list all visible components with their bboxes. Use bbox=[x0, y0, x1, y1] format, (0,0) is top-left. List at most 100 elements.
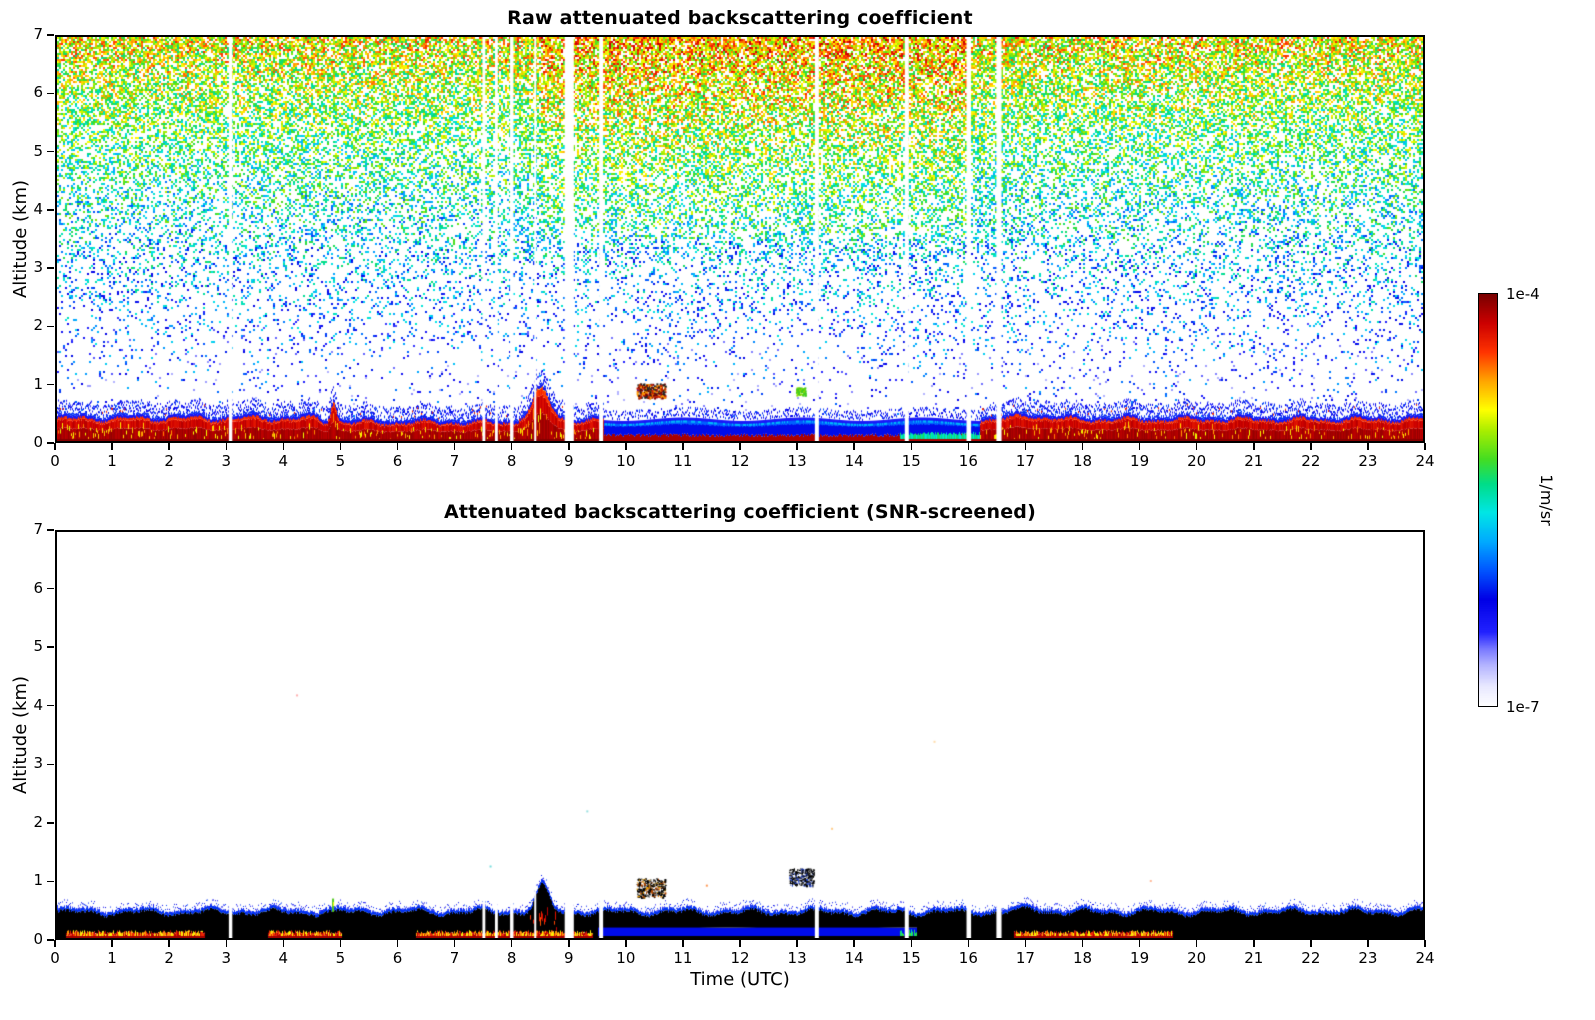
x-tick-mark bbox=[853, 940, 855, 947]
x-tick-label: 12 bbox=[730, 452, 750, 470]
y-tick-mark bbox=[47, 442, 54, 444]
x-tick-label: 6 bbox=[392, 452, 403, 470]
y-tick-label: 4 bbox=[33, 199, 43, 218]
x-tick-mark bbox=[625, 940, 627, 947]
colorbar-max-label: 1e-4 bbox=[1506, 285, 1540, 303]
x-tick-mark bbox=[853, 443, 855, 450]
x-tick-mark bbox=[510, 940, 513, 947]
bottom-panel-title: Attenuated backscattering coefficient (S… bbox=[444, 501, 1036, 523]
y-tick-label: 3 bbox=[33, 258, 43, 277]
y-tick-mark bbox=[47, 325, 54, 328]
x-tick-label: 8 bbox=[506, 452, 517, 470]
y-tick-label: 6 bbox=[33, 578, 43, 597]
x-tick-label: 6 bbox=[392, 949, 403, 967]
x-tick-mark bbox=[453, 940, 456, 947]
x-tick-mark bbox=[1367, 443, 1369, 450]
x-tick-mark bbox=[739, 443, 741, 450]
x-tick-mark bbox=[1310, 940, 1312, 947]
x-tick-label: 19 bbox=[1130, 452, 1150, 470]
x-tick-label: 1 bbox=[107, 452, 117, 470]
x-tick-mark bbox=[1024, 443, 1027, 450]
x-tick-mark bbox=[396, 443, 399, 450]
x-tick-mark bbox=[1310, 443, 1312, 450]
x-tick-mark bbox=[1024, 940, 1027, 947]
x-tick-label: 15 bbox=[901, 452, 921, 470]
x-tick-label: 13 bbox=[787, 452, 807, 470]
y-tick-label: 0 bbox=[33, 433, 43, 451]
x-tick-label: 15 bbox=[901, 949, 921, 967]
x-tick-mark bbox=[168, 443, 170, 450]
x-tick-mark bbox=[453, 443, 456, 450]
top-panel-plot-area bbox=[55, 35, 1425, 443]
y-tick-mark bbox=[47, 763, 54, 766]
y-tick-label: 1 bbox=[33, 871, 43, 890]
y-tick-mark bbox=[47, 150, 54, 153]
x-tick-label: 22 bbox=[1301, 949, 1321, 967]
x-tick-mark bbox=[568, 443, 570, 450]
x-tick-mark bbox=[54, 443, 56, 450]
x-tick-mark bbox=[1253, 443, 1255, 450]
x-tick-mark bbox=[168, 940, 170, 947]
x-tick-label: 10 bbox=[616, 452, 636, 470]
x-tick-mark bbox=[1195, 443, 1198, 450]
x-tick-label: 7 bbox=[449, 452, 460, 470]
x-tick-mark bbox=[111, 940, 113, 947]
x-tick-mark bbox=[910, 443, 912, 450]
x-tick-label: 7 bbox=[449, 949, 460, 967]
x-tick-mark bbox=[1424, 443, 1426, 450]
x-tick-mark bbox=[1081, 443, 1084, 450]
x-tick-mark bbox=[396, 940, 399, 947]
x-tick-label: 5 bbox=[335, 452, 346, 470]
x-tick-label: 0 bbox=[50, 949, 60, 967]
colorbar-unit-label: 1/m/sr bbox=[1537, 474, 1556, 526]
x-tick-label: 0 bbox=[50, 452, 60, 470]
x-tick-label: 21 bbox=[1244, 452, 1264, 470]
x-tick-mark bbox=[282, 940, 285, 947]
y-tick-mark bbox=[47, 939, 54, 941]
x-tick-label: 11 bbox=[673, 949, 693, 967]
x-tick-label: 22 bbox=[1301, 452, 1321, 470]
y-tick-label: 5 bbox=[33, 637, 43, 656]
x-tick-mark bbox=[682, 940, 684, 947]
x-tick-label: 17 bbox=[1015, 949, 1035, 967]
y-tick-label: 1 bbox=[33, 374, 43, 393]
x-tick-label: 24 bbox=[1415, 949, 1435, 967]
top-panel-title: Raw attenuated backscattering coefficien… bbox=[507, 7, 973, 29]
x-tick-label: 23 bbox=[1358, 949, 1378, 967]
bottom-panel-plot-area bbox=[55, 530, 1425, 940]
x-tick-label: 18 bbox=[1072, 949, 1093, 967]
x-tick-mark bbox=[1424, 940, 1426, 947]
x-tick-label: 18 bbox=[1072, 452, 1093, 470]
y-tick-mark bbox=[47, 646, 54, 648]
x-tick-label: 13 bbox=[787, 949, 807, 967]
x-tick-label: 14 bbox=[844, 452, 864, 470]
x-tick-label: 17 bbox=[1015, 452, 1035, 470]
top-panel-y-axis-label: Altitude (km) bbox=[10, 179, 31, 299]
y-tick-label: 3 bbox=[33, 754, 43, 773]
x-tick-mark bbox=[54, 940, 56, 947]
colorbar-gradient bbox=[1479, 294, 1497, 706]
x-tick-mark bbox=[1367, 940, 1369, 947]
x-tick-label: 3 bbox=[221, 949, 232, 967]
x-tick-mark bbox=[568, 940, 570, 947]
x-tick-mark bbox=[1138, 940, 1141, 947]
x-tick-label: 2 bbox=[164, 949, 174, 967]
y-tick-label: 0 bbox=[33, 930, 43, 948]
y-tick-mark bbox=[47, 267, 54, 269]
x-tick-mark bbox=[1081, 940, 1084, 947]
x-tick-mark bbox=[967, 443, 970, 450]
x-tick-label: 4 bbox=[278, 452, 289, 470]
y-tick-label: 2 bbox=[33, 812, 43, 831]
x-tick-mark bbox=[967, 940, 970, 947]
x-tick-mark bbox=[111, 443, 113, 450]
x-tick-label: 24 bbox=[1415, 452, 1435, 470]
x-tick-label: 19 bbox=[1130, 949, 1150, 967]
y-tick-mark bbox=[47, 383, 54, 386]
x-tick-mark bbox=[1138, 443, 1141, 450]
y-tick-mark bbox=[47, 822, 54, 824]
x-tick-label: 16 bbox=[958, 452, 978, 470]
x-tick-mark bbox=[339, 940, 342, 947]
x-tick-label: 11 bbox=[673, 452, 693, 470]
y-tick-mark bbox=[47, 92, 54, 95]
